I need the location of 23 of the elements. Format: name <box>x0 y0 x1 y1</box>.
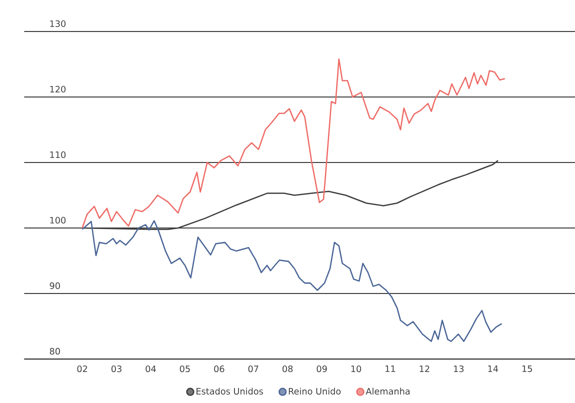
x-tick-label: 15 <box>522 365 532 372</box>
x-tick-label: 10 <box>351 365 362 372</box>
y-tick-label: 100 <box>50 216 66 224</box>
legend-label: Alemanha <box>366 388 410 394</box>
y-tick-label: 120 <box>50 86 66 92</box>
x-tick-label: 06 <box>214 365 224 372</box>
x-tick-label: 08 <box>282 365 293 372</box>
legend-label: Estados Unidos <box>196 388 264 394</box>
x-tick-label: 11 <box>386 365 396 372</box>
y-tick-label: 130 <box>50 20 66 27</box>
y-tick-label: 90 <box>50 282 60 289</box>
legend-label: Reino Unido <box>288 388 341 394</box>
x-tick-label: 04 <box>146 365 156 372</box>
x-tick-label: 13 <box>454 365 464 372</box>
y-tick-label: 110 <box>50 151 66 158</box>
x-tick-label: 07 <box>248 365 258 372</box>
x-tick-label: 12 <box>420 365 430 372</box>
x-tick-label: 02 <box>77 365 88 372</box>
x-tick-label: 14 <box>488 365 498 372</box>
y-tick-label: 80 <box>50 348 60 354</box>
x-tick-label: 03 <box>111 365 122 372</box>
x-tick-label: 05 <box>180 365 190 372</box>
x-tick-label: 09 <box>316 365 327 372</box>
